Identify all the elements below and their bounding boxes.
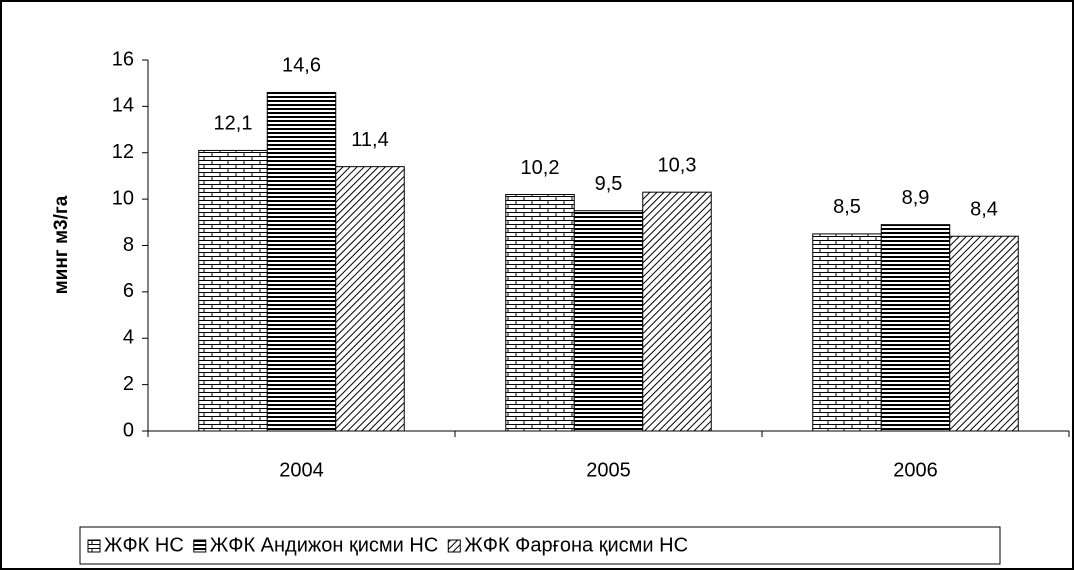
y-tick-label: 10 [112,187,134,209]
legend-box [79,526,1001,565]
legend-label: ЖФК Фарғона қисми НС [464,534,688,556]
value-label: 12,1 [214,113,253,135]
bar [266,91,337,432]
y-tick-label: 0 [123,419,134,441]
value-label: 8,9 [902,187,930,209]
bar [573,210,644,432]
bar [335,166,405,432]
value-label: 11,4 [351,129,388,151]
y-tick-label: 8 [123,234,134,256]
y-tick-label: 6 [123,280,134,302]
legend-marker [447,539,461,553]
value-label: 10,2 [521,157,560,179]
bar [812,233,882,432]
x-tick-label: 2006 [893,459,938,481]
y-axis-label: минг м3/га [51,195,72,294]
value-label: 8,4 [970,199,998,221]
x-tick-label: 2005 [586,459,631,481]
bar [198,149,268,432]
y-tick-label: 16 [112,48,134,70]
x-tick-label: 2004 [279,459,324,481]
bar [642,191,712,432]
bar [880,224,951,432]
legend-label: ЖФК Андижон қисми НС [210,534,439,556]
legend-marker [87,539,101,553]
y-tick-label: 2 [123,373,134,395]
value-label: 10,3 [658,154,697,176]
y-tick-label: 14 [112,95,134,117]
y-tick-label: 4 [123,327,134,349]
value-label: 9,5 [595,173,623,195]
bar [949,235,1019,432]
y-tick-label: 12 [112,141,134,163]
legend-marker [193,539,207,553]
legend-label: ЖФК НС [104,534,184,556]
value-label: 14,6 [282,55,321,77]
value-label: 8,5 [833,196,861,218]
bar [505,193,575,432]
